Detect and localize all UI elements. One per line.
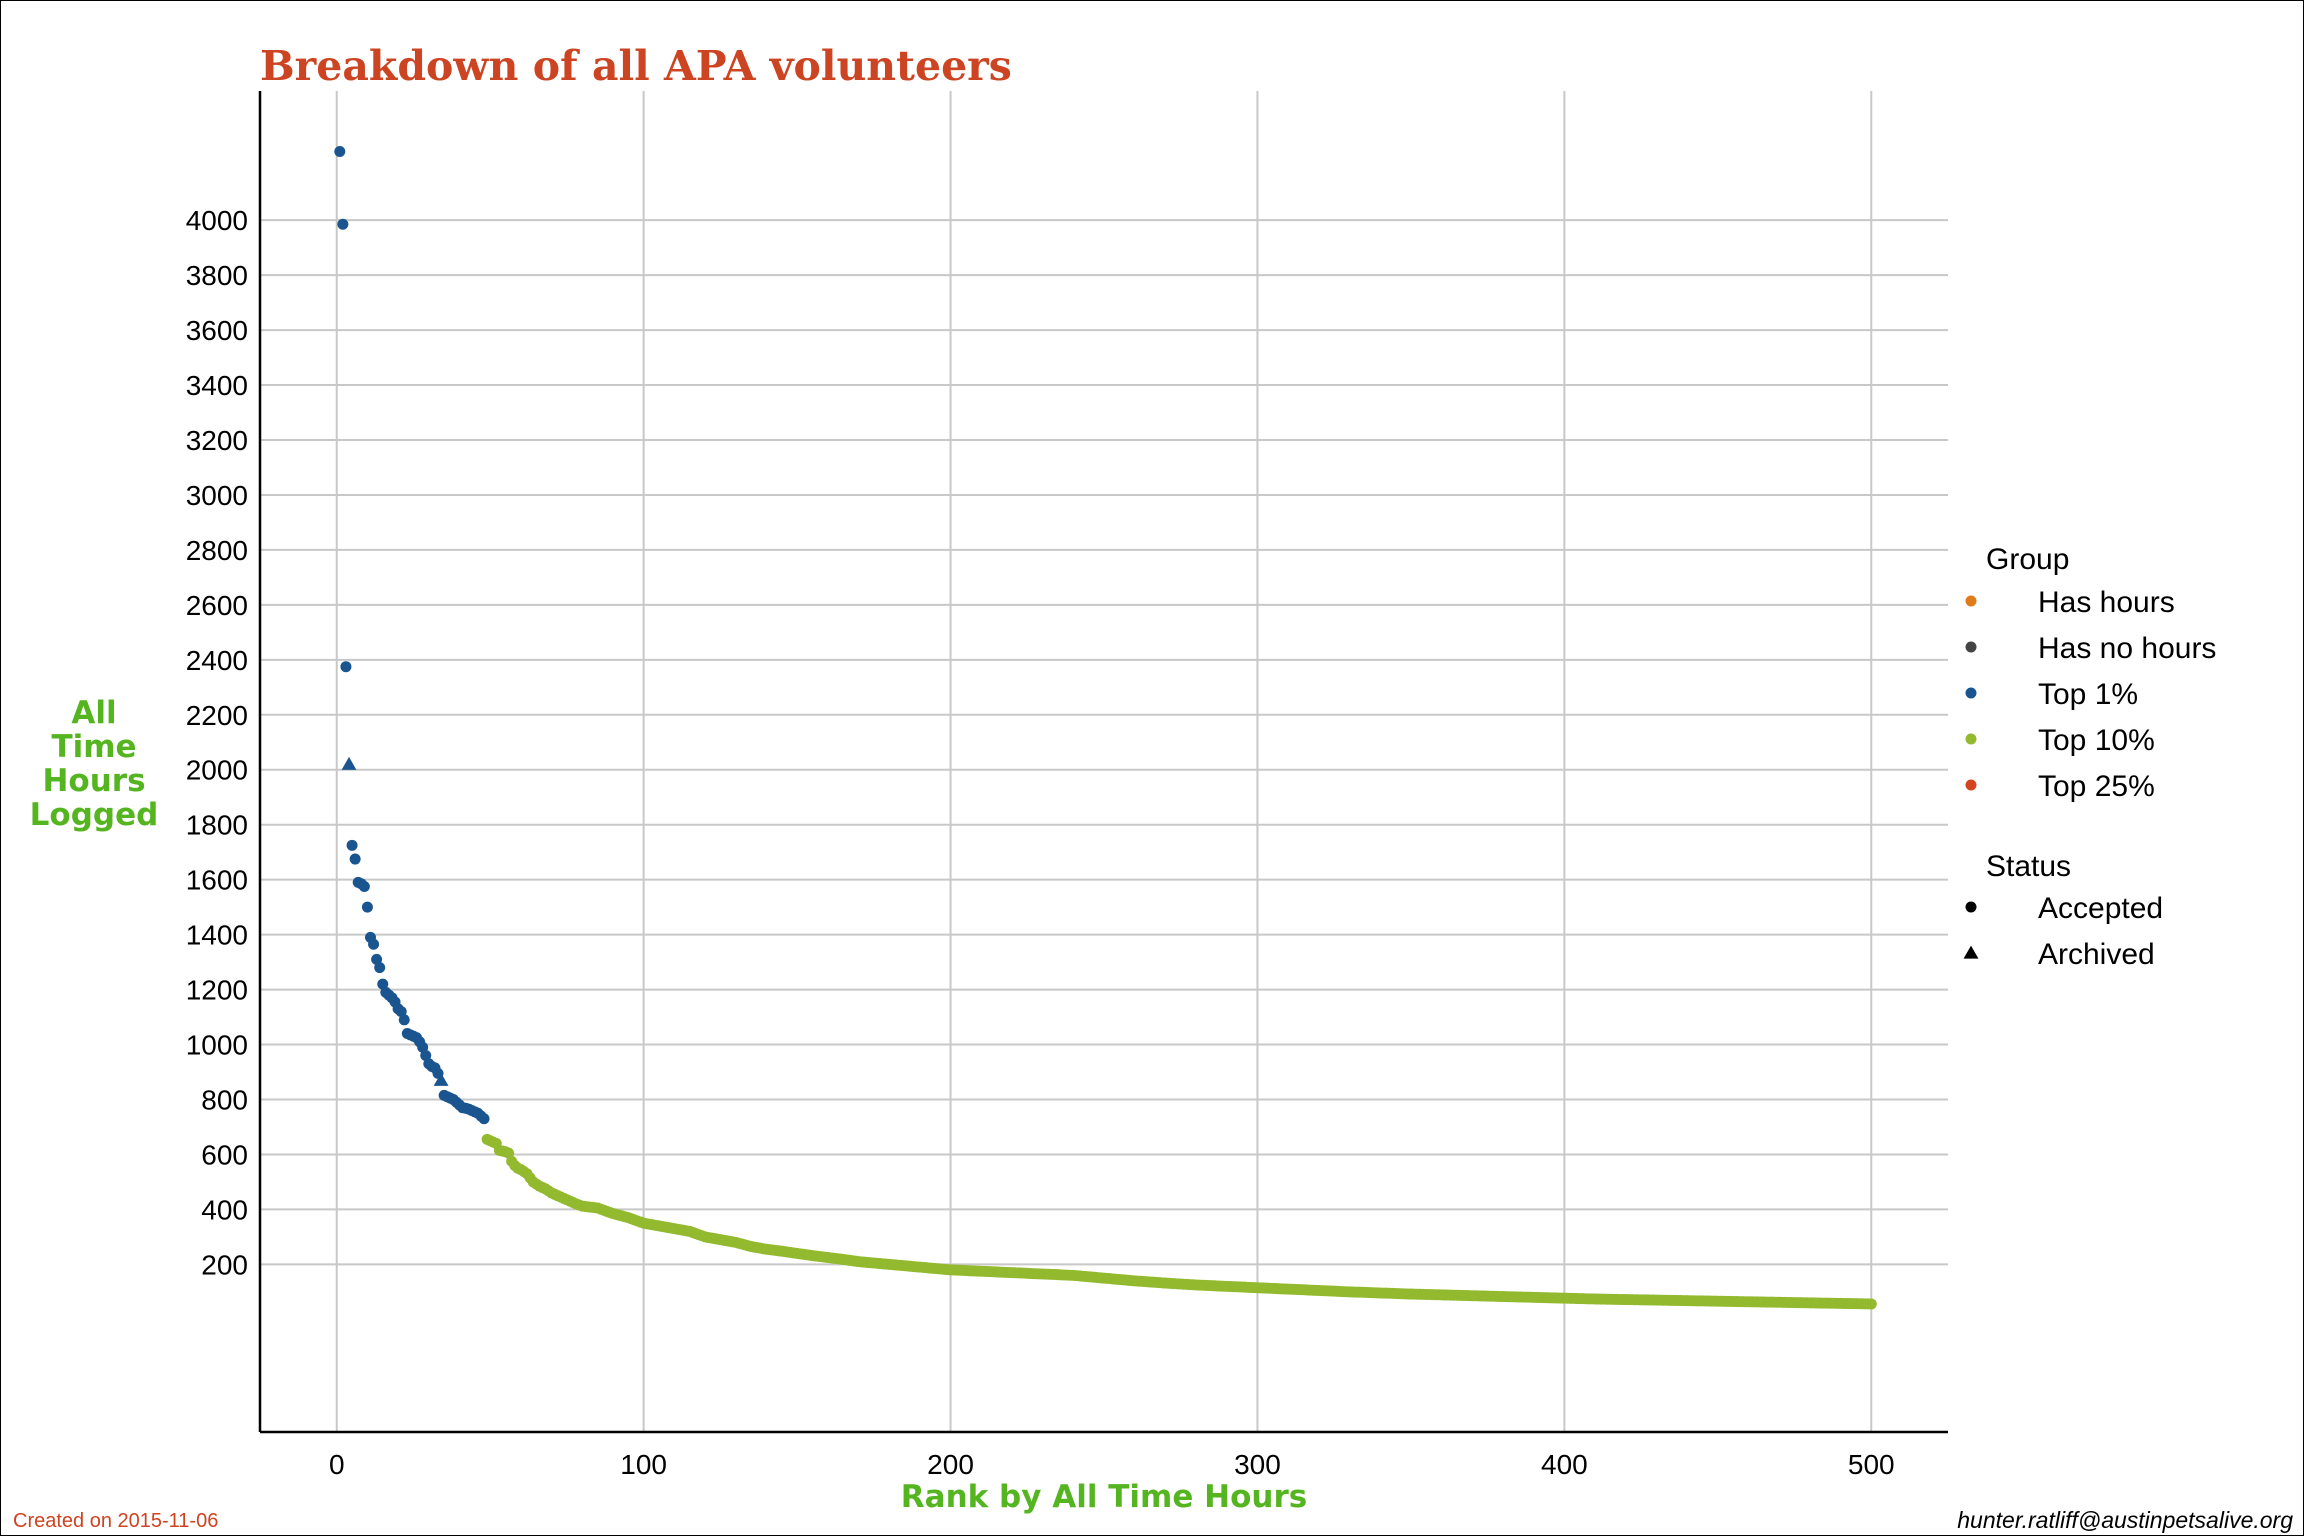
legend-status-swatch: [1965, 901, 1977, 913]
y-tick-label: 3000: [186, 480, 248, 511]
legend-group-label: Top 1%: [2038, 678, 2138, 711]
y-tick-label: 4000: [186, 205, 248, 236]
legend-groups: Has hours Has no hours Top 1% Top 10% Top 25…: [1965, 586, 2216, 803]
legend-group-swatch: [1965, 641, 1977, 653]
data-point: [358, 881, 370, 893]
data-point: [337, 218, 349, 230]
data-point: [346, 839, 358, 851]
legend: Group Has hours Has no hours Top 1% Top 10%…: [1963, 543, 2216, 971]
y-tick-label: 3600: [186, 315, 248, 346]
y-tick-label: 200: [201, 1249, 248, 1280]
y-tick-label: 1200: [186, 975, 248, 1006]
legend-group-label: Top 10%: [2038, 724, 2155, 757]
y-tick-label: 800: [201, 1084, 248, 1115]
y-tick-label: 2600: [186, 590, 248, 621]
x-tick-label: 100: [620, 1449, 667, 1480]
legend-group-label: Has hours: [2038, 586, 2175, 619]
legend-group-label: Top 25%: [2038, 770, 2155, 803]
data-point: [349, 853, 361, 865]
data-point: [417, 1041, 429, 1053]
y-tick-label: 2200: [186, 700, 248, 731]
data-point: [341, 756, 357, 770]
y-axis-title-line: Hours: [42, 763, 145, 799]
legend-group-label: Has no hours: [2038, 632, 2216, 665]
data-point: [377, 978, 389, 990]
y-tick-label: 2400: [186, 645, 248, 676]
legend-status-swatch: [1963, 945, 1979, 959]
data-point: [478, 1113, 490, 1125]
y-tick-label: 1400: [186, 920, 248, 951]
x-tick-label: 400: [1541, 1449, 1588, 1480]
x-tick-label: 0: [329, 1449, 345, 1480]
y-axis-title-line: Time: [51, 729, 136, 765]
x-tick-label: 500: [1848, 1449, 1895, 1480]
axes: [258, 91, 1948, 1434]
x-tick-label: 200: [927, 1449, 974, 1480]
legend-group-swatch: [1965, 687, 1977, 699]
y-tick-label: 2000: [186, 755, 248, 786]
y-axis-title-line: All: [71, 695, 116, 731]
data-point: [1865, 1298, 1877, 1310]
x-tick-labels: 0 100 200 300 400 500: [329, 1449, 1895, 1480]
x-axis-title: Rank by All Time Hours: [901, 1479, 1307, 1515]
legend-status-label: Archived: [2038, 938, 2155, 971]
legend-status-title: Status: [1986, 850, 2071, 883]
chart-title: Breakdown of all APA volunteers: [260, 42, 1012, 90]
legend-statuses: Accepted Archived: [1963, 892, 2163, 971]
author-email: hunter.ratliff@austinpetsalive.org: [1957, 1507, 2293, 1533]
data-point: [371, 953, 383, 965]
data-point: [334, 145, 346, 157]
legend-status-label: Accepted: [2038, 892, 2163, 925]
y-tick-label: 2800: [186, 535, 248, 566]
legend-group-swatch: [1965, 733, 1977, 745]
legend-group-swatch: [1965, 779, 1977, 791]
legend-group-swatch: [1965, 595, 1977, 607]
data-point: [368, 938, 380, 950]
data-point: [374, 962, 386, 974]
created-date-note: Created on 2015-11-06: [13, 1510, 218, 1532]
y-tick-label: 1800: [186, 810, 248, 841]
y-tick-label: 3800: [186, 260, 248, 291]
y-tick-label: 600: [201, 1139, 248, 1170]
data-point: [398, 1014, 410, 1026]
y-tick-label: 1600: [186, 865, 248, 896]
y-tick-label: 1000: [186, 1030, 248, 1061]
data-point: [420, 1050, 432, 1062]
y-tick-label: 3200: [186, 425, 248, 456]
x-tick-label: 300: [1234, 1449, 1281, 1480]
y-tick-label: 400: [201, 1194, 248, 1225]
data-point: [340, 661, 352, 673]
data-point: [395, 1006, 407, 1018]
data-point: [433, 1072, 449, 1086]
legend-group-title: Group: [1986, 543, 2069, 576]
data-points: [334, 145, 1877, 1310]
y-tick-label: 3400: [186, 370, 248, 401]
data-point: [503, 1147, 515, 1159]
y-axis-title-line: Logged: [30, 797, 159, 833]
y-tick-labels: 200 400 600 800 1000 1200 1400 1600 1800 2000 2200…: [186, 205, 248, 1280]
grid-lines: [260, 91, 1948, 1432]
data-point: [361, 901, 373, 913]
